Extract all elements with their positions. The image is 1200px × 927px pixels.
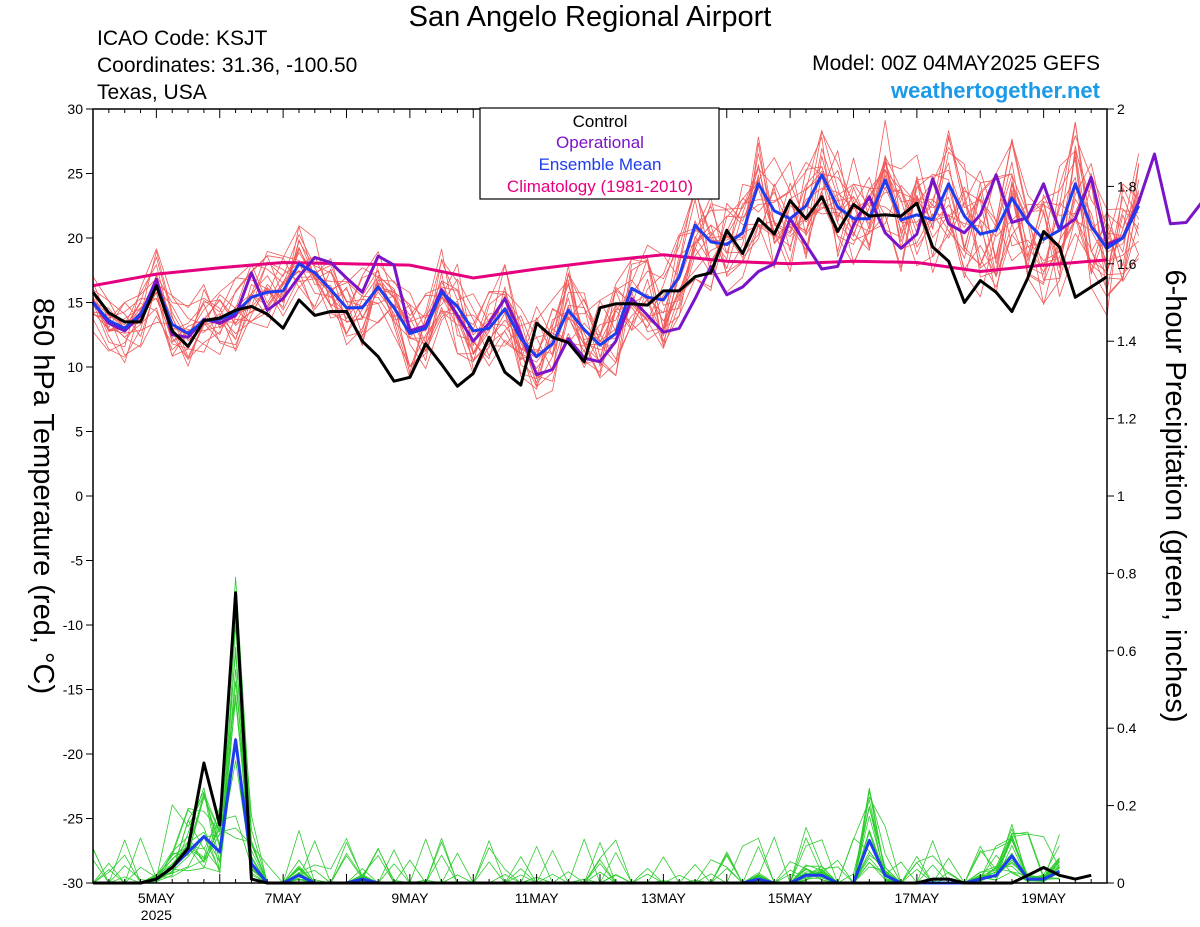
y-right-tick-label: 2	[1117, 101, 1125, 117]
y-left-tick-label: -20	[63, 746, 83, 762]
y-right-tick-label: 0.6	[1117, 643, 1137, 659]
y-right-tick-label: 0.8	[1117, 565, 1137, 581]
precip-member-line	[92, 760, 1060, 884]
y-left-tick-label: 10	[67, 359, 83, 375]
model-run: Model: 00Z 04MAY2025 GEFS	[812, 52, 1100, 75]
x-tick-label: 13MAY	[641, 890, 687, 906]
y-left-tick-label: -10	[63, 617, 83, 633]
control-temp-line	[91, 195, 1108, 388]
series-lines	[91, 152, 1200, 885]
coordinates: Coordinates: 31.36, -100.50	[97, 54, 358, 77]
y-left-tick-label: 0	[75, 488, 83, 504]
y-axis-right-title: 6-hour Precipitation (green, inches)	[1159, 270, 1191, 723]
y-right-tick-label: 0.2	[1117, 798, 1137, 814]
y-left-tick-label: -5	[71, 553, 84, 569]
temperature-member-line	[92, 130, 1140, 362]
y-left-tick-label: -30	[63, 875, 83, 891]
y-axis-left-title: 850 hPa Temperature (red, °C)	[27, 298, 59, 694]
site-link[interactable]: weathertogether.net	[890, 78, 1100, 103]
region: Texas, USA	[97, 81, 207, 104]
legend-ensemble-mean: Ensemble Mean	[539, 155, 662, 174]
x-tick-label: 9MAY	[391, 890, 429, 906]
y-left-tick-label: 5	[75, 424, 83, 440]
y-left-tick-label: -25	[63, 811, 83, 827]
y-right-tick-label: 1.8	[1117, 178, 1137, 194]
y-left-tick-label: 25	[67, 166, 83, 182]
y-right-tick-label: 1.4	[1117, 333, 1137, 349]
ensemble-mean-temp-line	[91, 173, 1141, 359]
temperature-member-line	[92, 164, 1140, 384]
y-left-tick-label: 30	[67, 101, 83, 117]
icao-code: ICAO Code: KSJT	[97, 27, 268, 50]
legend-operational: Operational	[556, 133, 644, 152]
y-right-tick-label: 0	[1117, 875, 1125, 891]
y-right-tick-label: 1	[1117, 488, 1125, 504]
x-tick-label: 17MAY	[894, 890, 940, 906]
x-tick-label: 5MAY	[138, 890, 176, 906]
y-left-tick-label: 20	[67, 230, 83, 246]
temperature-member-line	[92, 122, 1140, 372]
x-tick-label: 19MAY	[1021, 890, 1067, 906]
y-right-tick-label: 1.6	[1117, 256, 1137, 272]
x-tick-label: 11MAY	[515, 890, 559, 906]
x-tick-label: 15MAY	[768, 890, 814, 906]
precip-member-line	[93, 797, 1060, 884]
precip-member-line	[92, 681, 1060, 884]
legend-climatology: Climatology (1981-2010)	[507, 177, 693, 196]
x-tick-year-label: 2025	[141, 907, 172, 923]
precip-member-line	[93, 789, 1060, 884]
legend: Control Operational Ensemble Mean Climat…	[479, 107, 720, 200]
axes: 302520151050-5-10-15-20-25-3021.81.61.41…	[63, 101, 1137, 923]
y-left-tick-label: 15	[67, 295, 83, 311]
climatology-line	[92, 253, 1108, 288]
y-left-tick-label: -15	[63, 682, 83, 698]
precip-member-line	[93, 828, 1060, 884]
legend-control: Control	[573, 112, 628, 131]
precip-member-line	[92, 699, 1060, 884]
temperature-member-line	[92, 135, 1140, 362]
x-tick-label: 7MAY	[265, 890, 303, 906]
y-right-tick-label: 1.2	[1117, 411, 1137, 427]
legend-box	[479, 107, 720, 200]
y-right-tick-label: 0.4	[1117, 720, 1137, 736]
chart-title: San Angelo Regional Airport	[408, 1, 772, 33]
